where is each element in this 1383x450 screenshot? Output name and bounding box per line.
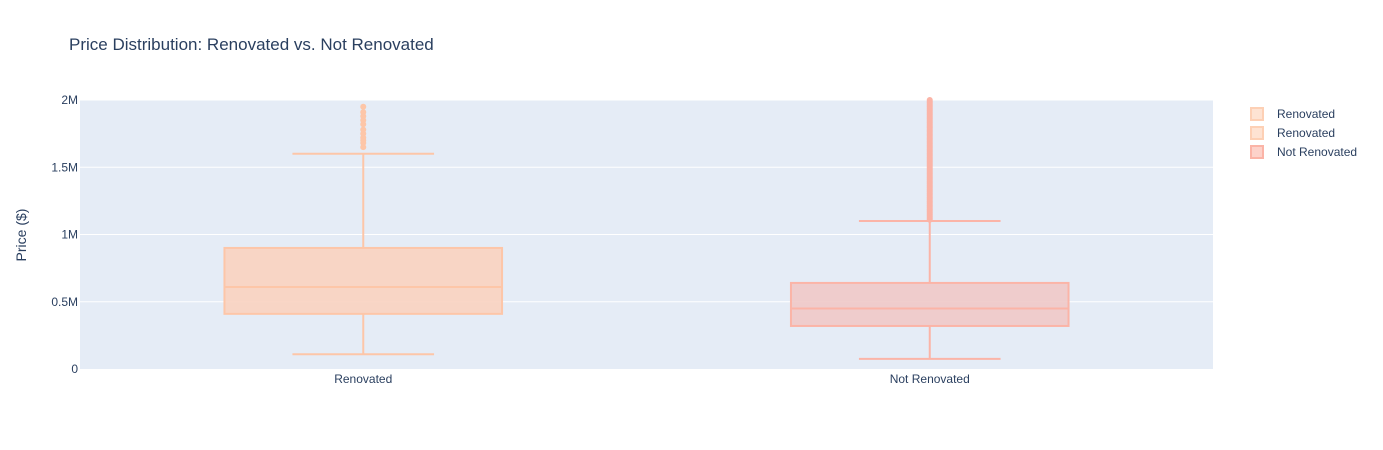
outlier-point — [360, 126, 367, 133]
y-tick-label: 0 — [71, 362, 78, 376]
legend-item[interactable]: Not Renovated — [1250, 145, 1357, 159]
y-tick-label: 0.5M — [51, 295, 78, 309]
legend-swatch — [1250, 145, 1264, 159]
box-iqr — [223, 246, 504, 315]
legend-item[interactable]: Renovated — [1250, 107, 1335, 121]
legend-label: Renovated — [1277, 126, 1335, 140]
outlier-point — [360, 103, 367, 110]
y-tick-label: 2M — [61, 93, 78, 107]
y-tick-label: 1.5M — [51, 160, 78, 174]
x-tick-label: Not Renovated — [890, 372, 970, 386]
x-tick-label: Renovated — [334, 372, 392, 386]
box-not-renovated — [789, 97, 1070, 360]
box-renovated — [223, 103, 504, 356]
legend[interactable]: Renovated Renovated Not Renovated — [1250, 107, 1357, 159]
x-axis-ticks: Renovated Not Renovated — [334, 372, 970, 386]
y-axis-ticks: 0 0.5M 1M 1.5M 2M — [51, 93, 78, 376]
outlier-point — [926, 97, 933, 103]
box-series — [223, 97, 1070, 360]
legend-label: Not Renovated — [1277, 145, 1357, 159]
box-iqr — [789, 281, 1070, 327]
y-tick-label: 1M — [61, 228, 78, 242]
legend-swatch — [1250, 107, 1264, 121]
legend-item[interactable]: Renovated — [1250, 126, 1335, 140]
legend-label: Renovated — [1277, 107, 1335, 121]
chart-title: Price Distribution: Renovated vs. Not Re… — [69, 35, 434, 54]
legend-swatch — [1250, 126, 1264, 140]
y-axis-title: Price ($) — [13, 209, 29, 262]
outlier-point — [360, 109, 367, 116]
